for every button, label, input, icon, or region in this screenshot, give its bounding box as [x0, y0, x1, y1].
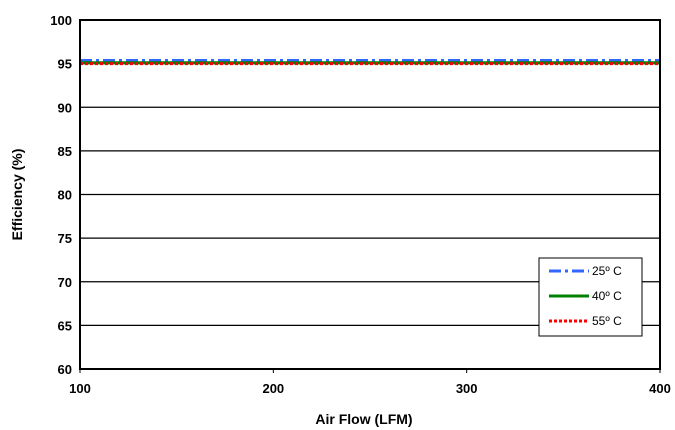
y-tick-label: 60: [58, 362, 72, 377]
y-tick-label: 100: [50, 13, 72, 28]
x-tick-label: 100: [69, 381, 91, 396]
x-tick-labels: 100 200 300 400: [69, 369, 671, 396]
x-tick-label: 400: [649, 381, 671, 396]
y-tick-label: 90: [58, 100, 72, 115]
legend: 25º C 40º C 55º C: [538, 257, 643, 337]
legend-label: 40º C: [592, 289, 622, 303]
legend-label: 55º C: [592, 314, 622, 328]
y-tick-label: 75: [58, 231, 72, 246]
y-axis-title: Efficiency (%): [9, 149, 25, 241]
x-tick-label: 300: [456, 381, 478, 396]
legend-label: 25º C: [592, 264, 622, 278]
x-tick-label: 200: [262, 381, 284, 396]
y-tick-label: 80: [58, 188, 72, 203]
series-lines: [80, 59, 660, 66]
y-tick-labels: 60 65 70 75 80 85 90 95 100: [50, 13, 72, 377]
y-tick-label: 95: [58, 57, 72, 72]
plot-area-frame: [79, 19, 661, 370]
x-axis-title: Air Flow (LFM): [315, 411, 412, 427]
y-tick-label: 65: [58, 318, 72, 333]
y-tick-label: 85: [58, 144, 72, 159]
y-tick-label: 70: [58, 275, 72, 290]
